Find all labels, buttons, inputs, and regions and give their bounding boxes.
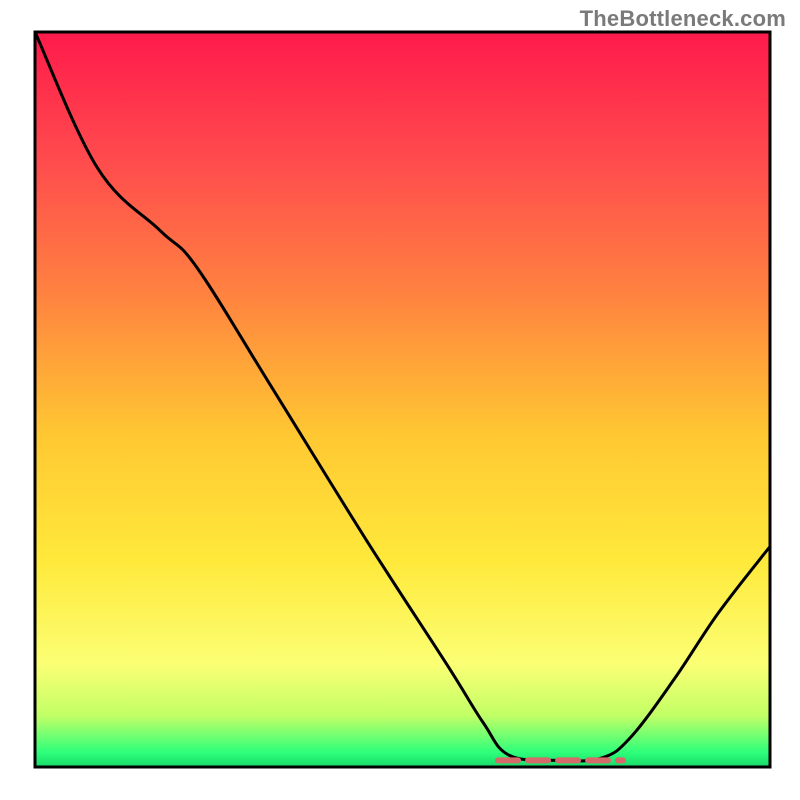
watermark-text: TheBottleneck.com [580,6,786,32]
chart-container: TheBottleneck.com [0,0,800,800]
plot-background [35,32,770,767]
bottleneck-chart [0,0,800,800]
